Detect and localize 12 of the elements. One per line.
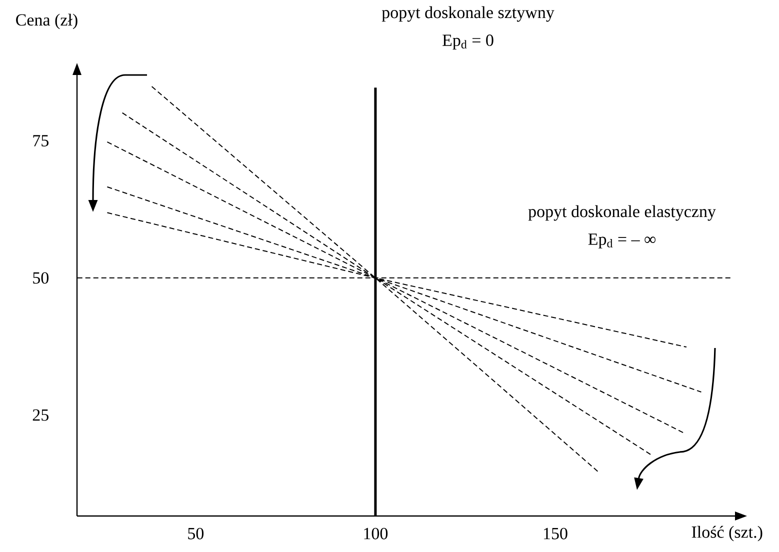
y-tick-label: 75: [33, 135, 48, 146]
text: Ep$_{d}$ = 0: [442, 34, 494, 50]
y-axis-title: Cena (zł): [16, 14, 78, 30]
annotation: popyt doskonale elastyczny: [528, 205, 716, 221]
y-tick-label: 50: [33, 272, 48, 284]
annotation: Ep$_{d}$ = – ∞: [588, 234, 656, 248]
x-tick-label: 100: [364, 528, 388, 540]
x-tick-label: 150: [544, 528, 568, 540]
text: popyt doskonale sztywny: [382, 6, 554, 22]
x-axis-title: Ilość (szt.): [692, 526, 762, 542]
y-tick-label: 25: [32, 409, 48, 421]
x-tick-label: 50: [188, 528, 204, 540]
